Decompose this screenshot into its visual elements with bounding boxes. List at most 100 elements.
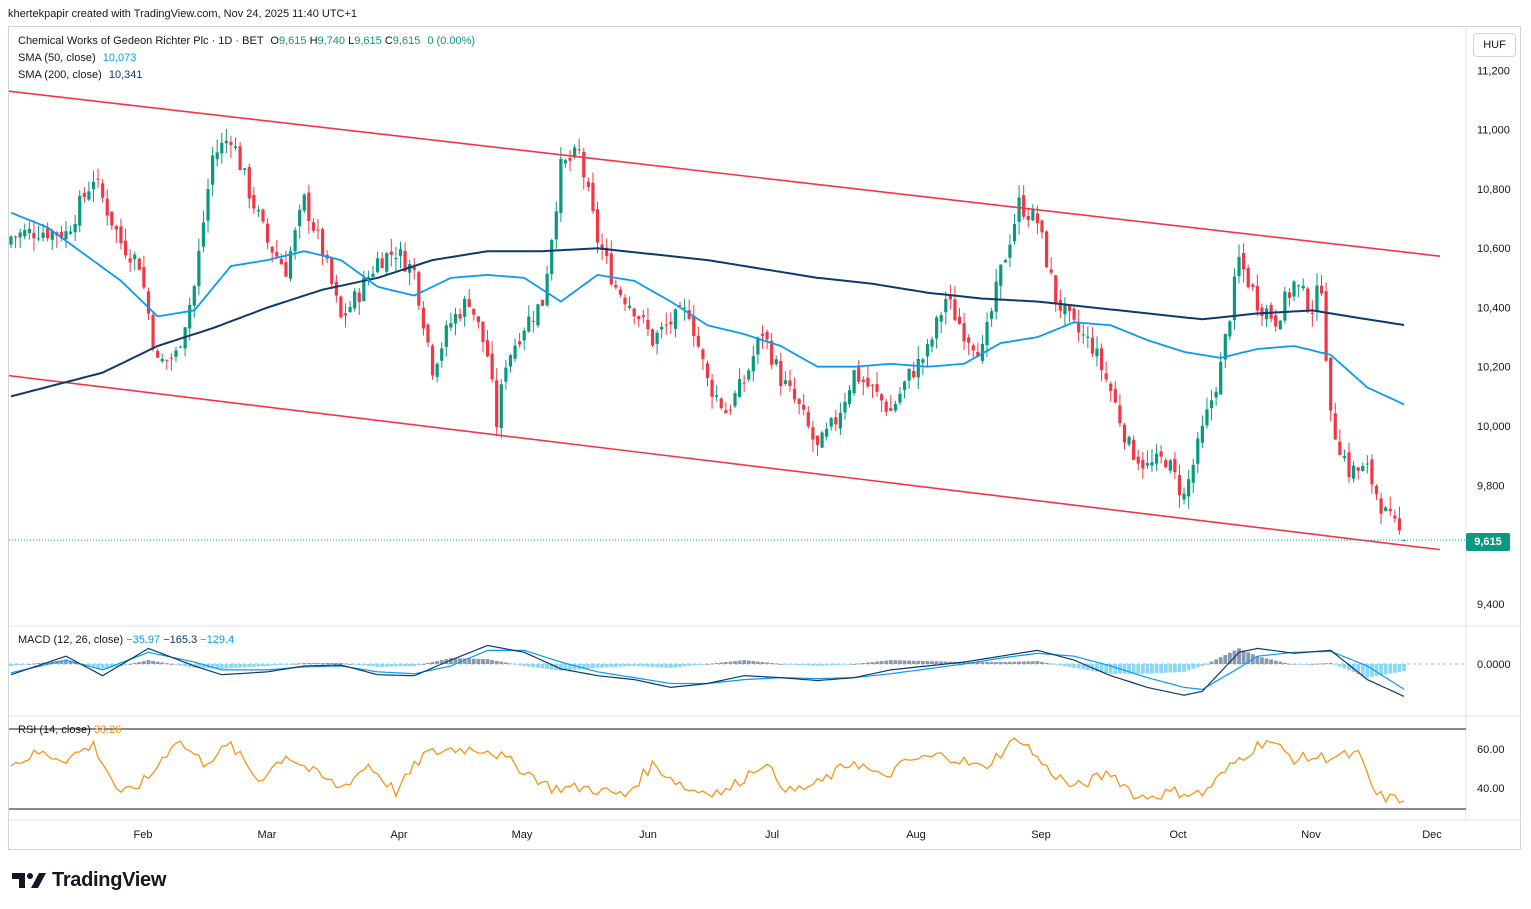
candle-body — [1182, 493, 1186, 500]
macd-histogram-bar — [1159, 664, 1164, 674]
macd-histogram-bar — [1026, 661, 1031, 664]
candle-body — [137, 258, 141, 270]
candle-body — [788, 380, 792, 387]
macd-histogram-bar — [453, 658, 458, 664]
candle-body — [96, 178, 100, 180]
currency-button[interactable]: HUF — [1473, 33, 1516, 57]
macd-histogram-bar — [930, 661, 934, 664]
candle-body — [637, 316, 641, 320]
macd-histogram-bar — [549, 664, 554, 670]
candle-body — [650, 329, 655, 346]
candle-body — [211, 155, 215, 185]
candle-body — [105, 198, 109, 216]
candle-body — [1329, 357, 1333, 411]
candle-body — [1370, 459, 1374, 485]
macd-histogram-bar — [820, 664, 824, 666]
macd-histogram-bar — [911, 660, 916, 664]
candle-body — [1072, 308, 1076, 320]
candle-body — [967, 337, 971, 343]
candle-body — [385, 253, 389, 272]
candle-body — [59, 232, 64, 239]
candle-body — [1109, 383, 1113, 391]
macd-histogram-bar — [1379, 664, 1383, 676]
candle-body — [705, 363, 710, 379]
macd-histogram-bar — [687, 664, 692, 666]
symbol-legend[interactable]: Chemical Works of Gedeon Richter Plc · 1… — [18, 35, 475, 47]
candle-body — [1173, 458, 1177, 473]
candle-body — [302, 194, 306, 211]
macd-histogram-bar — [522, 664, 527, 666]
macd-histogram-bar — [1402, 664, 1406, 672]
macd-histogram-bar — [1356, 664, 1361, 674]
macd-histogram-bar — [975, 662, 980, 664]
candle-body — [646, 319, 650, 330]
macd-histogram-bar — [788, 664, 792, 665]
candle-body — [728, 409, 733, 411]
channel-upper-line — [8, 90, 1441, 257]
candle-body — [298, 209, 302, 227]
macd-histogram-bar — [210, 664, 215, 669]
macd-histogram-bar — [1319, 663, 1324, 665]
macd-histogram-bar — [1035, 661, 1040, 664]
macd-histogram-bar — [1085, 664, 1090, 671]
candle-body — [660, 326, 664, 330]
candle-body — [1191, 464, 1195, 483]
candle-body — [1356, 467, 1360, 471]
candle-body — [678, 305, 682, 307]
candle-body — [834, 417, 838, 425]
macd-histogram-bar — [352, 664, 357, 665]
candle-body — [1223, 333, 1227, 360]
macd-histogram-bar — [810, 664, 815, 666]
macd-histogram-bar — [1195, 664, 1200, 668]
price-tick-label: 10,000 — [1477, 421, 1511, 433]
macd-histogram-bar — [513, 664, 517, 665]
candle-body — [1397, 518, 1402, 531]
macd-histogram-bar — [792, 664, 797, 665]
candle-body — [13, 236, 18, 238]
macd-histogram-bar — [398, 664, 403, 667]
macd-histogram-bar — [907, 660, 912, 664]
candle-body — [916, 358, 920, 378]
time-tick-label: May — [512, 829, 533, 841]
macd-histogram-bar — [618, 664, 623, 667]
tradingview-logo[interactable]: TradingView — [12, 868, 166, 892]
macd-histogram-bar — [32, 663, 36, 665]
rsi-legend[interactable]: RSI (14, close) 33.26 — [18, 724, 121, 736]
macd-histogram-bar — [251, 664, 256, 667]
candle-body — [820, 432, 824, 448]
macd-histogram-bar — [646, 664, 650, 667]
macd-histogram-bar — [1315, 663, 1319, 665]
macd-histogram-bar — [380, 664, 385, 667]
macd-histogram-bar — [288, 664, 293, 665]
macd-histogram-bar — [829, 664, 834, 666]
sma200-legend[interactable]: SMA (200, close) 10,341 — [18, 69, 142, 81]
sma50-legend[interactable]: SMA (50, close) 10,073 — [18, 52, 136, 64]
candle-body — [1127, 436, 1131, 445]
candle-body — [1196, 438, 1200, 464]
channel-lower-line — [8, 374, 1441, 551]
macd-histogram-bar — [128, 664, 133, 665]
macd-histogram-bar — [701, 664, 705, 665]
axes-group: 11,200 11,000 10,800 10,600 10,400 10,200 10,0… — [134, 65, 1511, 841]
macd-histogram-bar — [1113, 664, 1118, 674]
macd-histogram-bar — [1154, 664, 1159, 674]
macd-histogram-bar — [1360, 664, 1365, 676]
candle-body — [880, 394, 884, 401]
candle-body — [1379, 498, 1383, 514]
candle-body — [394, 258, 398, 260]
macd-histogram-bar — [572, 664, 577, 670]
macd-histogram-bar — [613, 664, 618, 667]
macd-histogram-bar — [934, 661, 939, 664]
macd-histogram-bar — [1163, 664, 1168, 673]
macd-histogram-bar — [1383, 664, 1388, 675]
candle-body — [825, 428, 829, 437]
candle-body — [353, 291, 357, 309]
macd-legend[interactable]: MACD (12, 26, close) −35.97 −165.3 −129.… — [18, 634, 234, 646]
candle-body — [1035, 213, 1040, 224]
macd-histogram-bar — [838, 664, 843, 665]
candle-body — [311, 222, 316, 231]
candle-body — [527, 316, 531, 332]
candle-body — [1333, 413, 1337, 440]
candle-body — [1141, 459, 1145, 469]
